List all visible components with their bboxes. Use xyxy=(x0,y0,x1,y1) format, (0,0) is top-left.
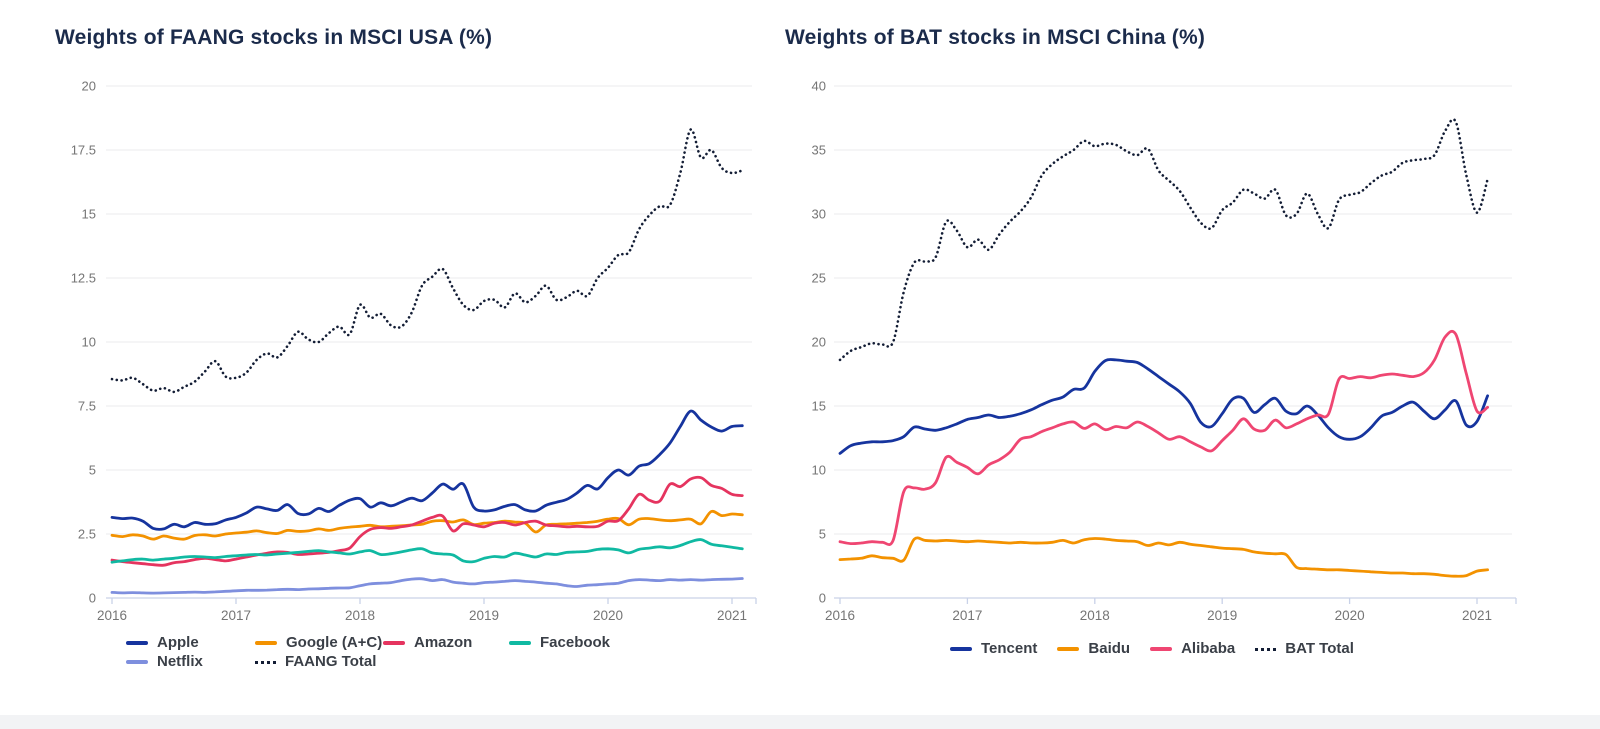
bat-legend: Tencent Baidu Alibaba BAT Total xyxy=(950,640,1354,658)
legend-swatch-baidu xyxy=(1057,647,1080,651)
y-tick-label: 35 xyxy=(812,143,826,158)
legend-item-google-a-c[interactable]: Google (A+C) xyxy=(255,634,383,652)
legend-label-apple: Apple xyxy=(157,634,199,651)
legend-item-facebook[interactable]: Facebook xyxy=(509,634,610,652)
x-tick-label: 2020 xyxy=(1335,608,1365,623)
legend-swatch-google-a-c xyxy=(255,641,277,645)
legend-label-facebook: Facebook xyxy=(540,634,611,651)
y-tick-label: 0 xyxy=(89,591,96,606)
y-tick-label: 10 xyxy=(812,463,826,478)
legend-label-netflix: Netflix xyxy=(157,653,203,670)
y-tick-label: 2.5 xyxy=(78,527,96,542)
series-line-netflix xyxy=(110,577,744,595)
legend-item-netflix[interactable]: Netflix xyxy=(126,653,255,671)
faang-msci-usa-chart: 0 2.5 5 7.5 10 12.5 15 17.5 20 2016 2017 2018 2019 20… xyxy=(71,79,757,623)
x-tick-label: 2018 xyxy=(345,608,375,623)
faang-chart-title: Weights of FAANG stocks in MSCI USA (%) xyxy=(55,26,493,49)
y-tick-label: 25 xyxy=(812,271,826,286)
legend-label-bat-total: BAT Total xyxy=(1285,640,1354,657)
x-tick-label: 2020 xyxy=(593,608,623,623)
legend-item-alibaba[interactable]: Alibaba xyxy=(1150,640,1235,658)
legend-label-google-a-c: Google (A+C) xyxy=(286,634,383,651)
legend-item-tencent[interactable]: Tencent xyxy=(950,640,1037,658)
series-line-apple xyxy=(110,409,744,531)
series-line-google-a-c xyxy=(110,509,744,541)
legend-item-apple[interactable]: Apple xyxy=(126,634,255,652)
legend-label-faang-total: FAANG Total xyxy=(285,653,377,670)
series-line-amazon xyxy=(110,475,744,567)
legend-swatch-tencent xyxy=(950,647,972,651)
y-tick-label: 40 xyxy=(812,79,826,94)
legend-label-baidu: Baidu xyxy=(1088,640,1131,657)
legend-swatch-facebook xyxy=(509,641,531,645)
y-tick-label: 20 xyxy=(812,335,826,350)
legend-swatch-amazon xyxy=(383,641,405,645)
legend-item-baidu[interactable]: Baidu xyxy=(1057,640,1130,658)
x-tick-label: 2016 xyxy=(97,608,127,623)
y-tick-label: 12.5 xyxy=(71,271,96,286)
legend-item-amazon[interactable]: Amazon xyxy=(383,634,509,652)
x-tick-label: 2018 xyxy=(1080,608,1110,623)
y-tick-label: 30 xyxy=(812,207,826,222)
series-line-facebook xyxy=(110,538,744,564)
x-tick-label: 2019 xyxy=(469,608,499,623)
x-tick-label: 2017 xyxy=(952,608,982,623)
page-bottom-strip xyxy=(0,715,1600,729)
legend-label-tencent: Tencent xyxy=(981,640,1038,657)
legend-label-amazon: Amazon xyxy=(414,634,473,651)
series-line-bat-total xyxy=(838,118,1489,362)
series-line-faang-total xyxy=(110,128,744,394)
x-tick-label: 2016 xyxy=(825,608,855,623)
y-tick-label: 17.5 xyxy=(71,143,96,158)
legend-swatch-netflix xyxy=(126,660,148,664)
series-line-baidu xyxy=(838,536,1489,578)
bat-msci-china-chart: 0 5 10 15 20 25 30 35 40 2016 2017 2018 2019 2020 2021 xyxy=(812,79,1517,623)
y-tick-label: 7.5 xyxy=(78,399,96,414)
faang-legend: Apple Google (A+C) Amazon Facebook Netflix FA… xyxy=(126,634,610,671)
y-tick-label: 5 xyxy=(89,463,96,478)
y-tick-label: 20 xyxy=(82,79,96,94)
x-tick-label: 2017 xyxy=(221,608,251,623)
x-tick-label: 2021 xyxy=(717,608,747,623)
legend-label-alibaba: Alibaba xyxy=(1181,640,1236,657)
y-tick-label: 5 xyxy=(819,527,826,542)
legend-item-faang-total[interactable]: FAANG Total xyxy=(255,653,383,671)
legend-swatch-bat-total xyxy=(1255,647,1277,651)
x-tick-label: 2019 xyxy=(1207,608,1237,623)
legend-item-bat-total[interactable]: BAT Total xyxy=(1255,640,1354,658)
y-tick-label: 0 xyxy=(819,591,826,606)
y-tick-label: 10 xyxy=(82,335,96,350)
series-line-alibaba xyxy=(838,329,1489,547)
bat-chart-title: Weights of BAT stocks in MSCI China (%) xyxy=(785,26,1206,49)
legend-swatch-faang-total xyxy=(255,660,276,664)
y-tick-label: 15 xyxy=(82,207,96,222)
legend-swatch-alibaba xyxy=(1150,647,1173,651)
x-tick-label: 2021 xyxy=(1462,608,1492,623)
y-tick-label: 15 xyxy=(812,399,826,414)
legend-swatch-apple xyxy=(126,641,148,645)
series-line-tencent xyxy=(838,358,1489,455)
